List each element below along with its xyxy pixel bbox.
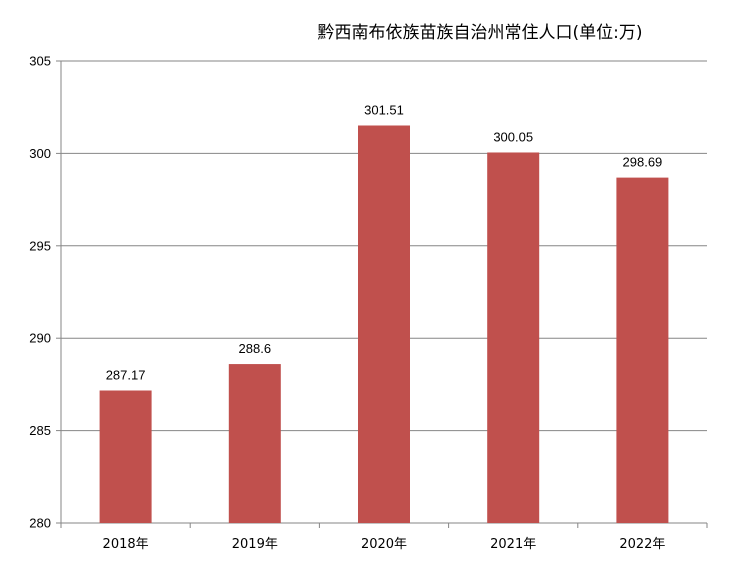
x-category-label: 2022年 [619, 537, 665, 552]
data-label: 301.51 [364, 102, 404, 117]
data-label: 298.69 [623, 155, 663, 170]
y-tick-label: 285 [29, 423, 51, 438]
bar-2022 [616, 177, 669, 523]
x-category-label: 2019年 [232, 537, 278, 552]
chart-title: 黔西南布依族苗族自治州常住人口(单位:万) [317, 23, 643, 43]
bar-2020 [358, 125, 410, 523]
x-category-label: 2018年 [103, 537, 149, 552]
labels: 280 285 290 295 300 305 287.17 2018年 288.6 2019年 3… [29, 54, 665, 553]
y-tick-label: 295 [29, 238, 51, 253]
y-tick-label: 305 [29, 54, 51, 69]
bar-2018 [99, 390, 152, 523]
bars [99, 125, 669, 523]
y-tick-label: 290 [29, 331, 51, 346]
bar-2019 [228, 364, 281, 523]
y-tick-label: 300 [29, 146, 51, 161]
data-label: 300.05 [493, 129, 533, 144]
data-label: 288.6 [239, 341, 272, 356]
y-tick-label: 280 [29, 516, 51, 531]
data-label: 287.17 [106, 367, 146, 382]
bar-2021 [487, 152, 540, 523]
x-category-label: 2020年 [361, 537, 407, 552]
x-category-label: 2021年 [490, 537, 536, 552]
